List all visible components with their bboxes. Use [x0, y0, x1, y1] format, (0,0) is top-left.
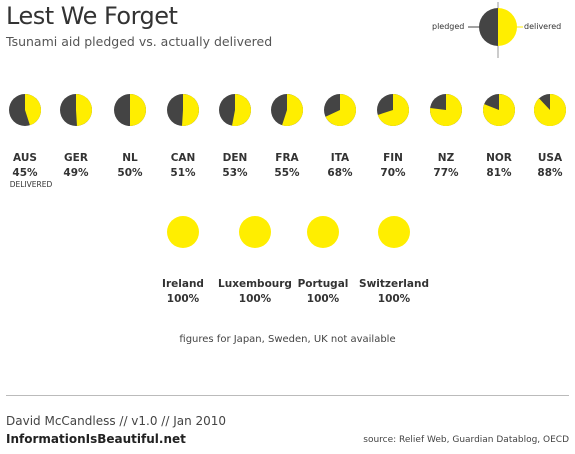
percent-label: 49%: [63, 167, 89, 179]
delivered-slice: [232, 94, 251, 126]
author-credit: David McCandless // v1.0 // Jan 2010: [6, 414, 227, 428]
percent-label: 81%: [486, 167, 512, 179]
delivered-slice: [167, 216, 199, 248]
delivered-slice: [377, 94, 409, 126]
pie-switzerland: [378, 216, 410, 248]
delivered-slice: [182, 94, 199, 126]
percent-label: 68%: [327, 167, 353, 179]
delivered-slice: [430, 94, 463, 126]
country-label: AUS: [13, 152, 37, 164]
legend-pledged-label: pledged: [432, 22, 465, 31]
delivered-slice: [25, 94, 42, 126]
country-label: ITA: [331, 152, 350, 164]
delivered-slice: [307, 216, 339, 248]
source-note: source: Relief Web, Guardian Datablog, O…: [363, 435, 569, 445]
pie-fin: [377, 94, 409, 126]
legend-delivered-half: [498, 8, 517, 46]
pie-usa: [534, 94, 567, 126]
delivered-slice: [482, 94, 515, 126]
pie-ireland: [167, 216, 199, 248]
country-label: FIN: [383, 152, 403, 164]
chart-title: Lest We Forget: [6, 2, 178, 30]
pie-chart-grid: AUS 45%DELIVERED GER 49% NL 50% CAN 51% DEN 53% FR…: [9, 93, 567, 305]
delivered-slice: [130, 94, 146, 126]
country-label: DEN: [223, 152, 248, 164]
pie-ger: [60, 93, 93, 126]
percent-label: 51%: [170, 167, 196, 179]
chart-subtitle: Tsunami aid pledged vs. actually deliver…: [6, 34, 273, 49]
pie-den: [219, 94, 251, 126]
delivered-slice: [239, 216, 271, 248]
country-label: GER: [64, 152, 88, 164]
percent-label: 100%: [239, 293, 272, 305]
percent-label: 88%: [537, 167, 563, 179]
percent-label: 50%: [117, 167, 143, 179]
country-label: Luxembourg: [218, 278, 292, 290]
site-name: InformationIsBeautiful.net: [6, 432, 186, 446]
country-label: CAN: [171, 152, 196, 164]
delivered-note: DELIVERED: [10, 180, 53, 189]
percent-label: 100%: [307, 293, 340, 305]
footnote: figures for Japan, Sweden, UK not availa…: [179, 334, 396, 345]
percent-label: 55%: [274, 167, 300, 179]
country-label: Portugal: [298, 278, 349, 290]
legend-pledged-half: [479, 8, 498, 46]
pie-nz: [430, 94, 463, 126]
country-label: Ireland: [162, 278, 204, 290]
delivered-slice: [378, 216, 410, 248]
percent-label: 45%: [12, 167, 38, 179]
pie-nor: [482, 94, 515, 126]
country-label: USA: [538, 152, 563, 164]
pie-portugal: [307, 216, 339, 248]
country-label: NL: [122, 152, 138, 164]
legend: pledged delivered: [400, 0, 575, 60]
pie-luxembourg: [239, 216, 271, 248]
delivered-slice: [534, 94, 567, 126]
pie-ita: [324, 94, 356, 127]
percent-label: 53%: [222, 167, 248, 179]
delivered-slice: [282, 94, 303, 126]
delivered-slice: [76, 93, 93, 126]
country-label: FRA: [275, 152, 299, 164]
pie-nl: [114, 94, 146, 126]
legend-pie-icon: [468, 2, 523, 58]
country-label: NOR: [486, 152, 512, 164]
country-label: NZ: [438, 152, 455, 164]
percent-label: 70%: [380, 167, 406, 179]
percent-label: 100%: [167, 293, 200, 305]
percent-label: 100%: [378, 293, 411, 305]
delivered-slice: [325, 94, 356, 127]
pie-aus: [9, 94, 42, 126]
percent-label: 77%: [433, 167, 459, 179]
pie-fra: [271, 94, 303, 126]
pie-can: [167, 94, 199, 126]
footer-divider: [6, 395, 569, 396]
legend-delivered-label: delivered: [524, 22, 562, 31]
country-label: Switzerland: [359, 278, 429, 290]
